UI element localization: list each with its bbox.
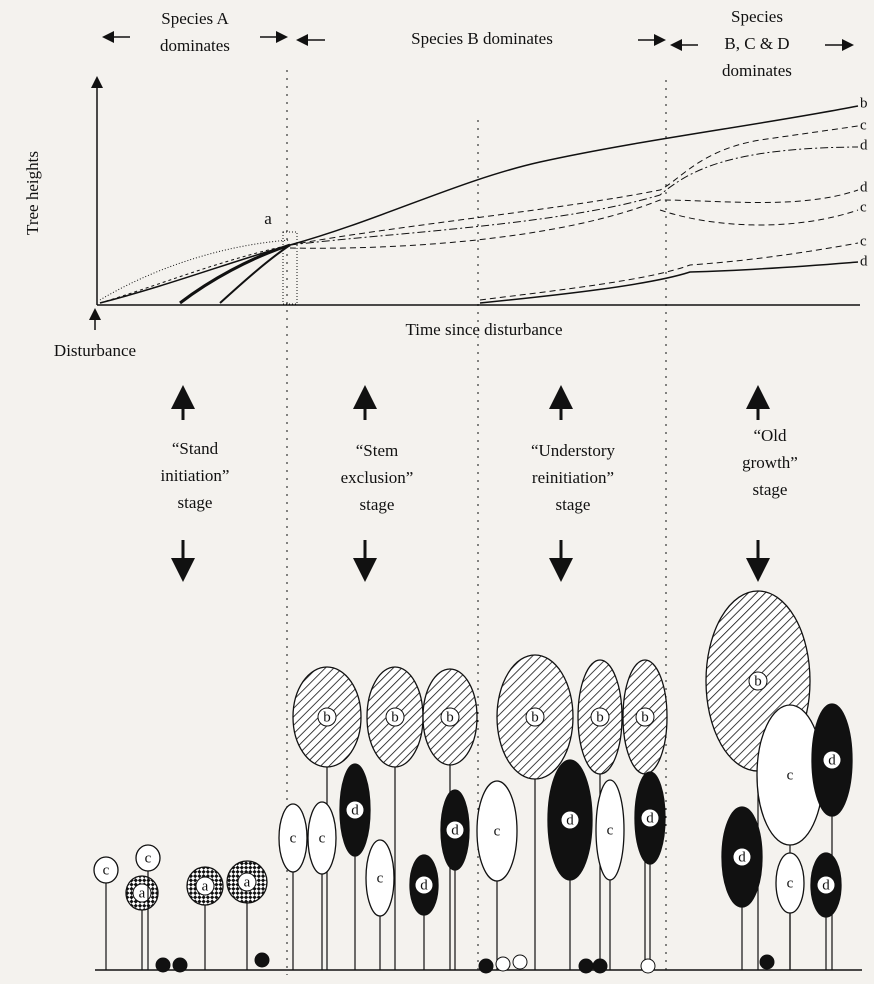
point-label: a: [264, 209, 272, 228]
stage-label: reinitiation”: [532, 468, 614, 487]
stage-label: initiation”: [161, 466, 230, 485]
tree-label: b: [754, 673, 762, 689]
tree-label: d: [822, 877, 830, 893]
tree-label: c: [145, 850, 152, 866]
tree-label: c: [377, 870, 384, 886]
stage-label: stage: [360, 495, 395, 514]
tree-label: b: [596, 709, 604, 725]
bush: [513, 955, 527, 969]
tree-label: c: [787, 767, 794, 783]
stage-label: “Stem: [356, 441, 399, 460]
phase-label: Species B dominates: [411, 29, 553, 48]
tree-label: c: [607, 822, 614, 838]
stage-label: “Understory: [531, 441, 616, 460]
curve-label: d: [860, 253, 868, 269]
stage-label: growth”: [742, 453, 798, 472]
origin-label: Disturbance: [54, 341, 136, 360]
tree-label: b: [323, 709, 331, 725]
tree-label: a: [139, 885, 146, 901]
tree-label: d: [566, 812, 574, 828]
curve-label: b: [860, 95, 868, 111]
figure: Tree heights Time since disturbance Dist…: [0, 0, 874, 984]
bush: [760, 955, 774, 969]
tree-label: d: [351, 802, 359, 818]
tree-label: a: [202, 878, 209, 894]
tree-label: b: [446, 709, 454, 725]
bush: [593, 959, 607, 973]
bush: [579, 959, 593, 973]
bush: [641, 959, 655, 973]
phase-label: B, C & D: [724, 34, 789, 53]
phase-label: dominates: [160, 36, 230, 55]
tree-label: d: [646, 810, 654, 826]
tree-label: d: [738, 849, 746, 865]
phase-label: Species A: [161, 9, 229, 28]
tree-label: a: [244, 874, 251, 890]
tree-label: d: [420, 877, 428, 893]
bush: [255, 953, 269, 967]
phase-label: dominates: [722, 61, 792, 80]
stage-label: stage: [753, 480, 788, 499]
stage-label: “Stand: [172, 439, 219, 458]
tree-label: c: [290, 830, 297, 846]
tree-label: c: [319, 830, 326, 846]
tree-label: d: [828, 752, 836, 768]
tree-label: b: [391, 709, 399, 725]
tree-label: c: [494, 823, 501, 839]
stage-label: stage: [556, 495, 591, 514]
stage-label: stage: [178, 493, 213, 512]
bush: [173, 958, 187, 972]
tree-label: c: [103, 862, 110, 878]
bush: [479, 959, 493, 973]
curve-label: c: [860, 233, 867, 249]
stage-label: exclusion”: [341, 468, 414, 487]
bush: [496, 957, 510, 971]
curve-label: c: [860, 199, 867, 215]
curve-label: d: [860, 179, 868, 195]
y-axis-label: Tree heights: [23, 151, 42, 235]
tree-label: b: [531, 709, 539, 725]
curve-label: c: [860, 117, 867, 133]
tree-label: c: [787, 875, 794, 891]
tree-label: d: [451, 822, 459, 838]
x-axis-label: Time since disturbance: [405, 320, 562, 339]
phase-label: Species: [731, 7, 783, 26]
tree-label: b: [641, 709, 649, 725]
bush: [156, 958, 170, 972]
curve-label: d: [860, 137, 868, 153]
stage-label: “Old: [753, 426, 787, 445]
